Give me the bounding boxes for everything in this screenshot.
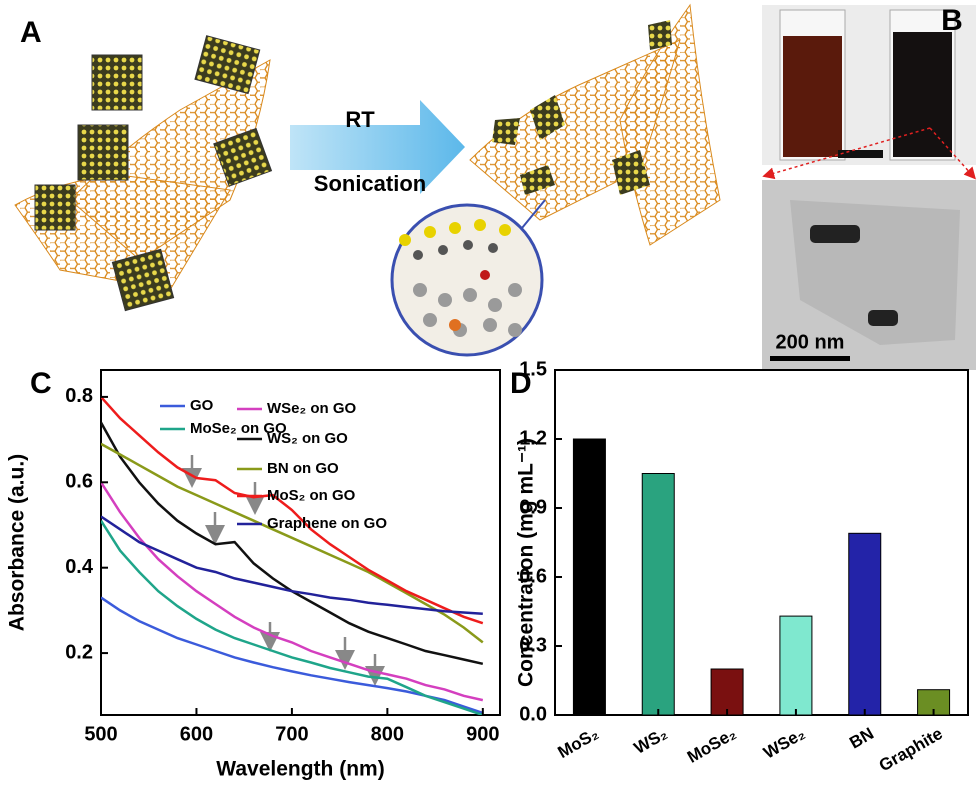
y-tick-label: 0.8: [65, 385, 93, 407]
inset-pointer: [521, 199, 546, 229]
series-line: [101, 442, 484, 644]
scale-bar-label: 200 nm: [776, 331, 845, 353]
panel-label: D: [510, 367, 532, 400]
zoom-line: [929, 127, 976, 180]
x-axis-title: Wavelength (nm): [216, 758, 384, 781]
tem-particle: [868, 310, 898, 326]
crystal: [111, 248, 175, 312]
y-axis-title: Concentration (mg mL⁻¹): [515, 438, 538, 687]
label-strip: [838, 150, 883, 158]
series-line: [101, 396, 484, 625]
atom: [480, 270, 490, 280]
series-line: [101, 515, 483, 616]
panel-label: C: [30, 367, 52, 400]
panel-a: A RT Sonication: [14, 3, 721, 357]
nanosheet: [648, 20, 672, 50]
legend-label: MoSe₂ on GO: [190, 420, 287, 437]
y-tick-label: 0.2: [65, 641, 93, 663]
bar: [641, 473, 675, 716]
legend-label: WS₂ on GO: [267, 430, 348, 447]
bar: [572, 438, 606, 716]
panel-b: 200 nm B: [762, 4, 976, 370]
crystal: [91, 54, 143, 111]
nanosheet: [530, 95, 565, 140]
series-line: [101, 520, 484, 715]
nanosheet: [520, 165, 555, 195]
legend-label: WSe₂ on GO: [267, 400, 356, 417]
zoom-line: [762, 127, 931, 180]
crystal: [77, 124, 129, 181]
arrow: [290, 100, 465, 194]
atoms: [413, 283, 522, 337]
atom: [449, 319, 461, 331]
x-tick-label: BN: [846, 724, 877, 753]
y-tick-label: 0.0: [519, 703, 547, 725]
y-tick-label: 0.6: [65, 471, 93, 493]
panel-label: B: [941, 4, 963, 37]
x-tick-label: WS₂: [631, 724, 671, 758]
bar: [710, 668, 744, 716]
crystal: [34, 184, 76, 231]
arrow-label: RT: [345, 107, 375, 132]
bar: [848, 532, 882, 716]
crystal: [213, 127, 273, 187]
x-tick-label: 500: [84, 723, 117, 745]
y-tick-label: 1.5: [519, 358, 547, 380]
y-axis-title: Absorbance (a.u.): [6, 454, 29, 631]
y-tick-label: 1.2: [519, 427, 547, 449]
nanosheet: [492, 118, 520, 145]
series-line: [101, 481, 484, 702]
x-tick-label: Graphite: [876, 724, 946, 775]
arrow-label: Sonication: [314, 171, 426, 196]
plot-frame: [100, 369, 501, 716]
crystal: [194, 35, 261, 95]
panel-label: A: [20, 16, 42, 49]
y-tick-label: 0.3: [519, 634, 547, 656]
scale-bar: [770, 356, 850, 361]
legend-label: GO: [190, 397, 214, 414]
legend-label: MoS₂ on GO: [267, 487, 356, 504]
series-line: [101, 596, 484, 715]
x-tick-label: 700: [275, 723, 308, 745]
plot-frame: [554, 369, 969, 716]
x-tick-label: WSe₂: [760, 724, 808, 763]
atoms: [399, 219, 511, 246]
x-tick-label: MoS₂: [555, 724, 602, 762]
peak-arrows: [182, 455, 385, 686]
bar: [779, 615, 813, 716]
atoms: [413, 240, 498, 260]
dispersion: [783, 36, 842, 157]
x-tick-label: 800: [371, 723, 404, 745]
legend-label: Graphene on GO: [267, 515, 387, 532]
y-tick-label: 0.6: [519, 565, 547, 587]
x-tick-label: MoSe₂: [684, 724, 739, 767]
x-tick-label: 900: [466, 723, 499, 745]
y-tick-label: 0.4: [65, 556, 94, 578]
legend-label: BN on GO: [267, 460, 339, 477]
x-tick-label: 600: [180, 723, 213, 745]
nanosheet: [612, 150, 650, 195]
series-line: [101, 421, 484, 666]
dispersion: [893, 32, 952, 157]
tem-particle: [810, 225, 860, 243]
y-tick-label: 0.9: [519, 496, 547, 518]
